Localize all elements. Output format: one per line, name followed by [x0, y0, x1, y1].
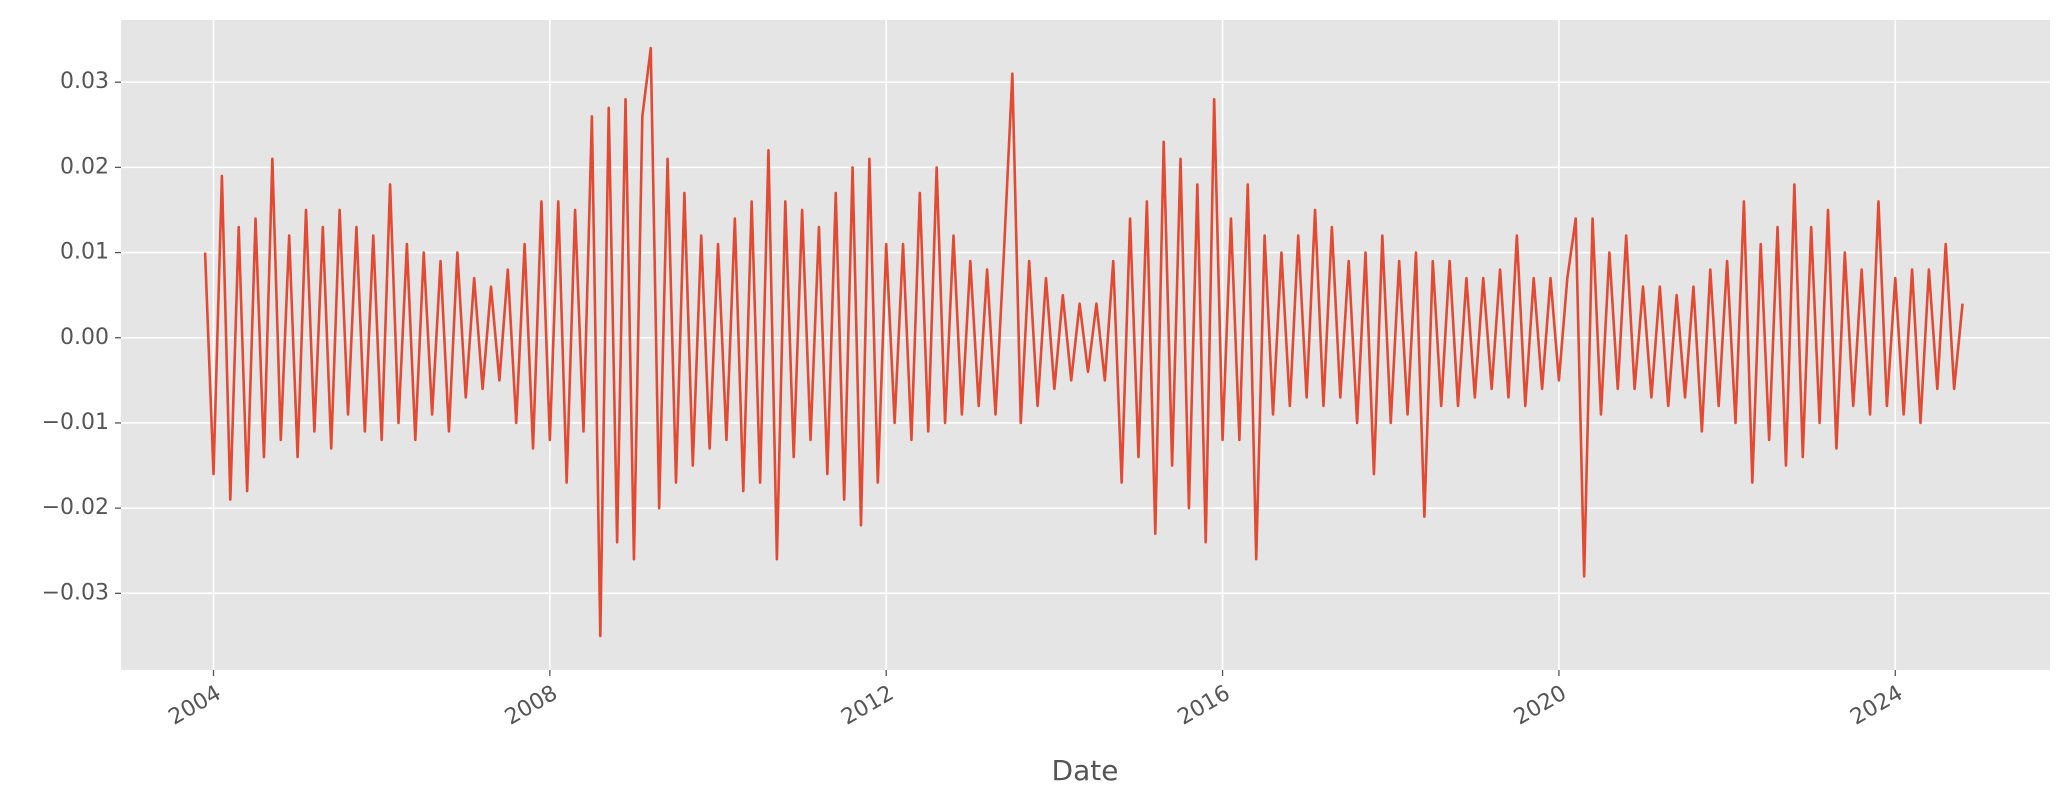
x-tick-label: 2012 — [837, 681, 898, 731]
y-tick-label: 0.02 — [60, 154, 109, 179]
x-tick-label: 2016 — [1174, 681, 1235, 731]
y-tick-label: 0.03 — [60, 69, 109, 94]
x-tick-label: 2004 — [165, 681, 226, 731]
y-tick-label: −0.03 — [42, 580, 109, 605]
x-axis-label: Date — [1052, 754, 1119, 787]
y-tick-label: 0.00 — [60, 325, 109, 350]
series-line — [203, 46, 1964, 638]
y-tick-label: −0.02 — [42, 495, 109, 520]
x-tick-label: 2020 — [1510, 681, 1571, 731]
y-tick-label: −0.01 — [42, 410, 109, 435]
x-tick-label: 2024 — [1846, 681, 1907, 731]
x-tick-label: 2008 — [501, 681, 562, 731]
y-tick-label: 0.01 — [60, 240, 109, 265]
